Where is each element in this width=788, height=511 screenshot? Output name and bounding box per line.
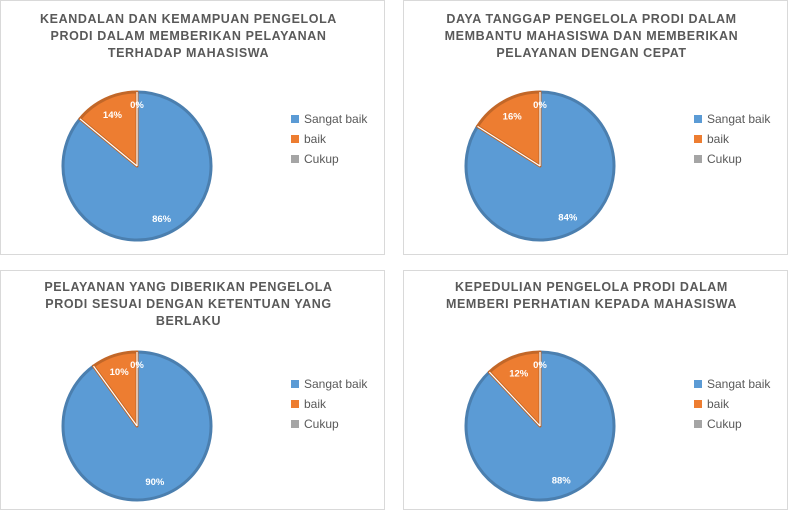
pie-label-cukup: 0% <box>533 360 547 371</box>
pie-chart: 90% 10%0% <box>61 350 213 502</box>
legend-swatch-baik <box>291 400 299 408</box>
pie-label-baik: 16% <box>503 111 523 122</box>
legend-label: baik <box>707 132 730 146</box>
pie-label-baik: 14% <box>103 110 123 121</box>
legend-swatch-cukup <box>694 155 702 163</box>
legend-swatch-cukup <box>291 420 299 428</box>
legend-item-cukup: Cukup <box>291 149 367 169</box>
chart-panel-keandalan: KEANDALAN DAN KEMAMPUAN PENGELOLA PRODI … <box>0 0 385 255</box>
legend-label: Cukup <box>304 152 339 166</box>
pie-slice-separator <box>477 125 541 167</box>
legend-item-baik: baik <box>291 394 367 414</box>
pie-chart: 88% 12% 0% <box>464 350 616 502</box>
legend-item-cukup: Cukup <box>291 414 367 434</box>
chart-title: DAYA TANGGAP PENGELOLA PRODI DALAM MEMBA… <box>444 12 739 60</box>
legend-swatch-baik <box>694 400 702 408</box>
legend-item-baik: baik <box>291 129 367 149</box>
legend-swatch-baik <box>291 135 299 143</box>
legend-item-sangat-baik: Sangat baik <box>291 374 367 394</box>
legend-label: Sangat baik <box>707 377 771 391</box>
chart-legend: Sangat baik baik Cukup <box>291 109 367 169</box>
pie-chart: 84% 16% 0% <box>464 90 616 242</box>
legend-item-sangat-baik: Sangat baik <box>291 109 367 129</box>
chart-panel-pelayanan: PELAYANAN YANG DIBERIKAN PENGELOLA PRODI… <box>0 270 385 510</box>
pie-slice-baik <box>78 90 139 168</box>
pie-label-sangat-baik: 84% <box>558 213 578 224</box>
pie-label-sangat-baik: 86% <box>152 214 172 225</box>
pie-slice-separator <box>79 118 138 167</box>
legend-label: Sangat baik <box>304 377 368 391</box>
legend-swatch-sangat-baik <box>291 380 299 388</box>
pie-label-sangat-baik: 88% <box>552 476 572 487</box>
legend-item-baik: baik <box>694 394 770 414</box>
legend-item-cukup: Cukup <box>694 414 770 434</box>
chart-legend: Sangat baik baik Cukup <box>291 374 367 434</box>
legend-swatch-baik <box>694 135 702 143</box>
chart-panel-kepedulian: KEPEDULIAN PENGELOLA PRODI DALAM MEMBERI… <box>403 270 788 510</box>
pie-label-sangat-baik: 90% <box>145 477 165 488</box>
pie-chart: 86% 14% 0% <box>61 90 213 242</box>
legend-label: Cukup <box>304 417 339 431</box>
legend-label: Sangat baik <box>304 112 368 126</box>
pie-label-cukup: 0% <box>533 100 547 111</box>
pie-label-cukup: 0% <box>130 360 144 371</box>
legend-swatch-cukup <box>694 420 702 428</box>
legend-label: baik <box>304 397 327 411</box>
legend-label: Cukup <box>707 417 742 431</box>
pie-slice-baik <box>476 90 542 168</box>
legend-swatch-sangat-baik <box>291 115 299 123</box>
chart-panel-daya-tanggap: DAYA TANGGAP PENGELOLA PRODI DALAM MEMBA… <box>403 0 788 255</box>
chart-title: KEPEDULIAN PENGELOLA PRODI DALAM MEMBERI… <box>445 280 737 311</box>
chart-title: PELAYANAN YANG DIBERIKAN PENGELOLA PRODI… <box>44 280 333 328</box>
pie-slice-sangat-baik <box>61 90 213 242</box>
legend-swatch-cukup <box>291 155 299 163</box>
pie-label-baik: 10% <box>110 367 130 378</box>
legend-swatch-sangat-baik <box>694 380 702 388</box>
pie-label-baik: 12% <box>509 368 529 379</box>
legend-item-cukup: Cukup <box>694 149 770 169</box>
legend-item-sangat-baik: Sangat baik <box>694 374 770 394</box>
chart-legend: Sangat baik baik Cukup <box>694 109 770 169</box>
legend-label: baik <box>304 132 327 146</box>
chart-legend: Sangat baik baik Cukup <box>694 374 770 434</box>
pie-slice-separator <box>93 365 138 427</box>
pie-label-cukup: 0% <box>130 100 144 111</box>
legend-label: Cukup <box>707 152 742 166</box>
chart-title: KEANDALAN DAN KEMAMPUAN PENGELOLA PRODI … <box>40 12 337 60</box>
legend-item-baik: baik <box>694 129 770 149</box>
pie-slice-separator <box>488 371 541 427</box>
legend-item-sangat-baik: Sangat baik <box>694 109 770 129</box>
legend-swatch-sangat-baik <box>694 115 702 123</box>
legend-label: baik <box>707 397 730 411</box>
legend-label: Sangat baik <box>707 112 771 126</box>
